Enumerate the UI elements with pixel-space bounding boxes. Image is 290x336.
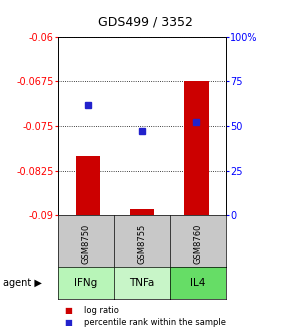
- Bar: [76, 156, 100, 215]
- Bar: [184, 81, 209, 215]
- Text: IFNg: IFNg: [75, 278, 98, 288]
- Text: TNFa: TNFa: [129, 278, 155, 288]
- Text: GSM8750: GSM8750: [81, 223, 90, 264]
- Text: ■: ■: [64, 306, 72, 315]
- Text: GSM8755: GSM8755: [137, 223, 147, 264]
- Text: percentile rank within the sample: percentile rank within the sample: [84, 318, 226, 327]
- Text: GSM8760: GSM8760: [194, 223, 203, 264]
- Text: agent ▶: agent ▶: [3, 278, 42, 288]
- Bar: [130, 209, 154, 215]
- Text: GDS499 / 3352: GDS499 / 3352: [97, 15, 193, 28]
- Text: log ratio: log ratio: [84, 306, 119, 315]
- Text: ■: ■: [64, 318, 72, 327]
- Text: IL4: IL4: [191, 278, 206, 288]
